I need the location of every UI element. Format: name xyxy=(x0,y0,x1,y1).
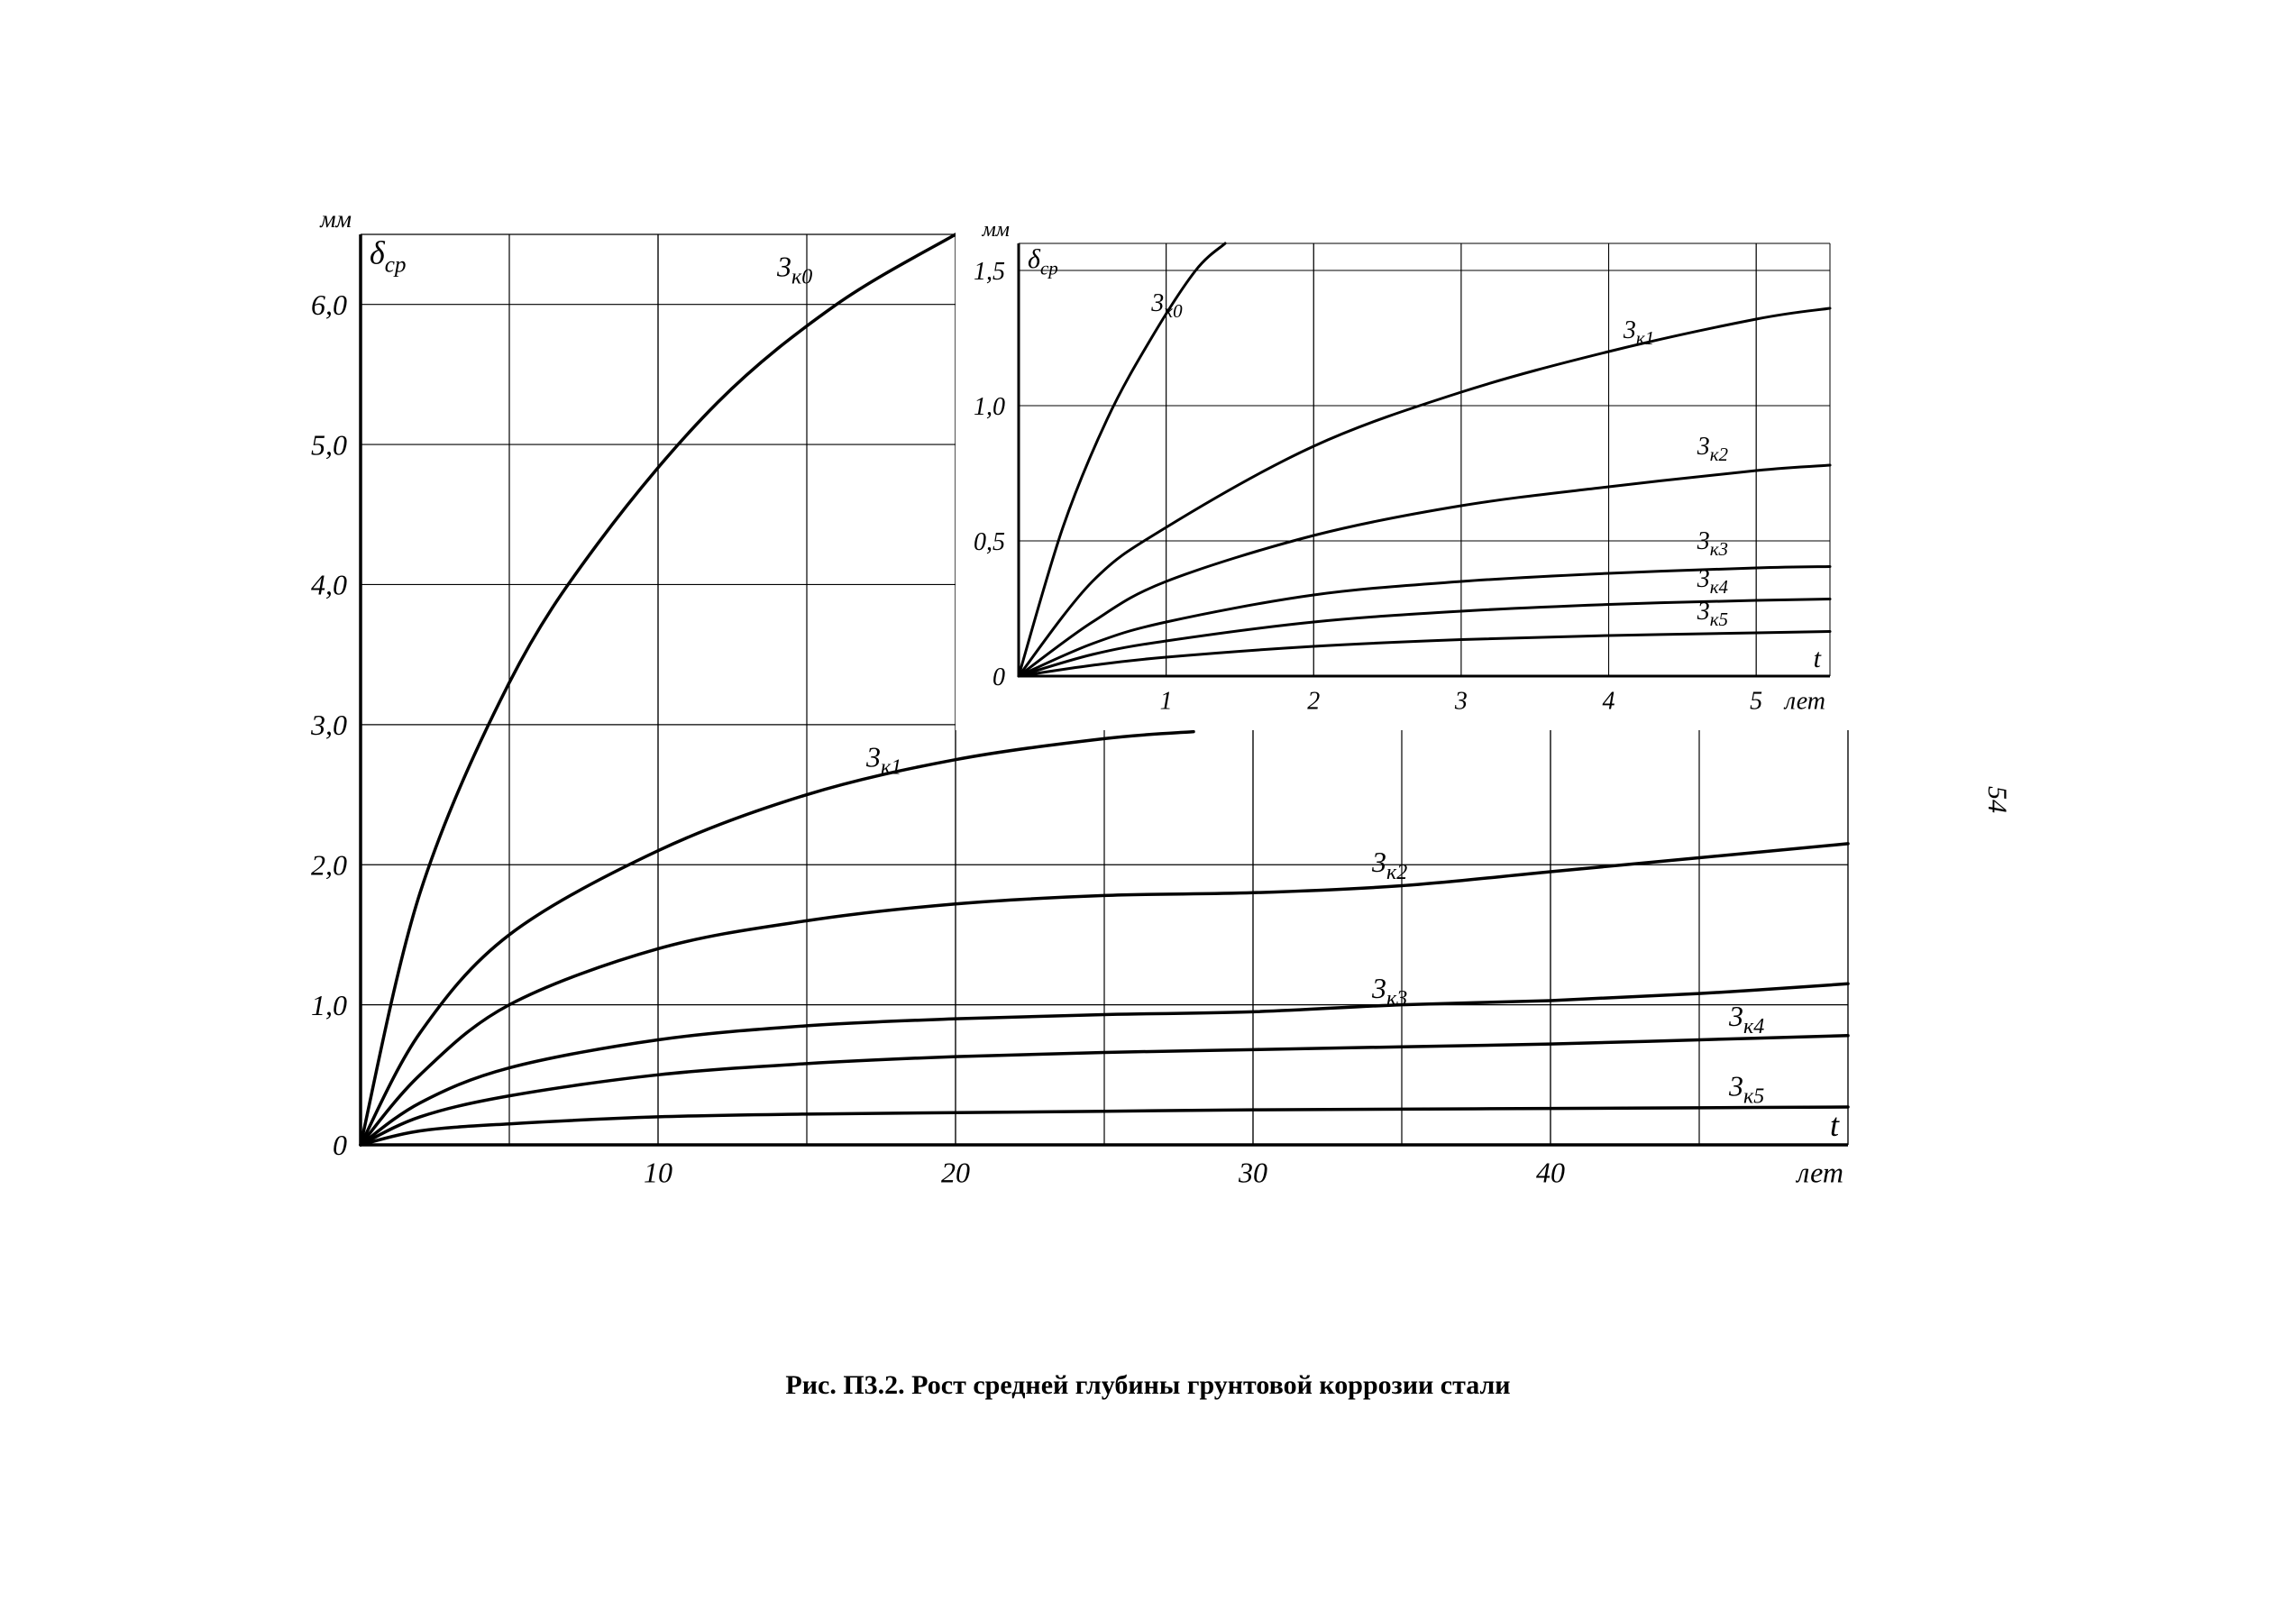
svg-text:лет: лет xyxy=(1783,687,1825,715)
svg-text:3к1: 3к1 xyxy=(865,740,901,779)
svg-text:1,0: 1,0 xyxy=(974,393,1005,421)
inset-chart: 00,51,01,512345ммδсрtлет3к03к13к23к33к43… xyxy=(910,189,1902,766)
svg-text:3: 3 xyxy=(1454,687,1468,715)
svg-text:0,5: 0,5 xyxy=(974,528,1005,556)
page-number: 54 xyxy=(1981,786,2012,813)
svg-text:1: 1 xyxy=(1160,687,1173,715)
figure-caption: Рис. П3.2. Рост средней глубины грунтово… xyxy=(0,1370,2296,1401)
svg-text:4: 4 xyxy=(1603,687,1615,715)
svg-text:20: 20 xyxy=(941,1157,970,1189)
svg-text:4,0: 4,0 xyxy=(311,569,347,601)
svg-text:3к5: 3к5 xyxy=(1728,1070,1764,1109)
svg-text:10: 10 xyxy=(644,1157,672,1189)
svg-text:6,0: 6,0 xyxy=(311,288,347,321)
svg-text:5: 5 xyxy=(1750,687,1762,715)
svg-text:5,0: 5,0 xyxy=(311,428,347,461)
svg-text:лет: лет xyxy=(1795,1157,1843,1189)
svg-text:t: t xyxy=(1830,1107,1840,1143)
svg-text:3,0: 3,0 xyxy=(310,709,347,741)
svg-text:1,0: 1,0 xyxy=(311,989,347,1021)
svg-text:0: 0 xyxy=(992,663,1005,691)
svg-text:t: t xyxy=(1814,644,1822,673)
svg-text:мм: мм xyxy=(319,206,352,233)
svg-text:мм: мм xyxy=(982,218,1010,242)
svg-text:δср: δср xyxy=(370,234,407,277)
svg-text:0: 0 xyxy=(333,1129,347,1161)
svg-text:3к4: 3к4 xyxy=(1728,1000,1764,1038)
svg-text:1,5: 1,5 xyxy=(974,258,1005,286)
page: 01,02,03,04,05,06,010203040ммδсрtлет3к03… xyxy=(0,0,2296,1601)
svg-text:2,0: 2,0 xyxy=(311,848,347,881)
svg-text:2: 2 xyxy=(1307,687,1320,715)
svg-text:40: 40 xyxy=(1536,1157,1565,1189)
svg-text:30: 30 xyxy=(1238,1157,1267,1189)
